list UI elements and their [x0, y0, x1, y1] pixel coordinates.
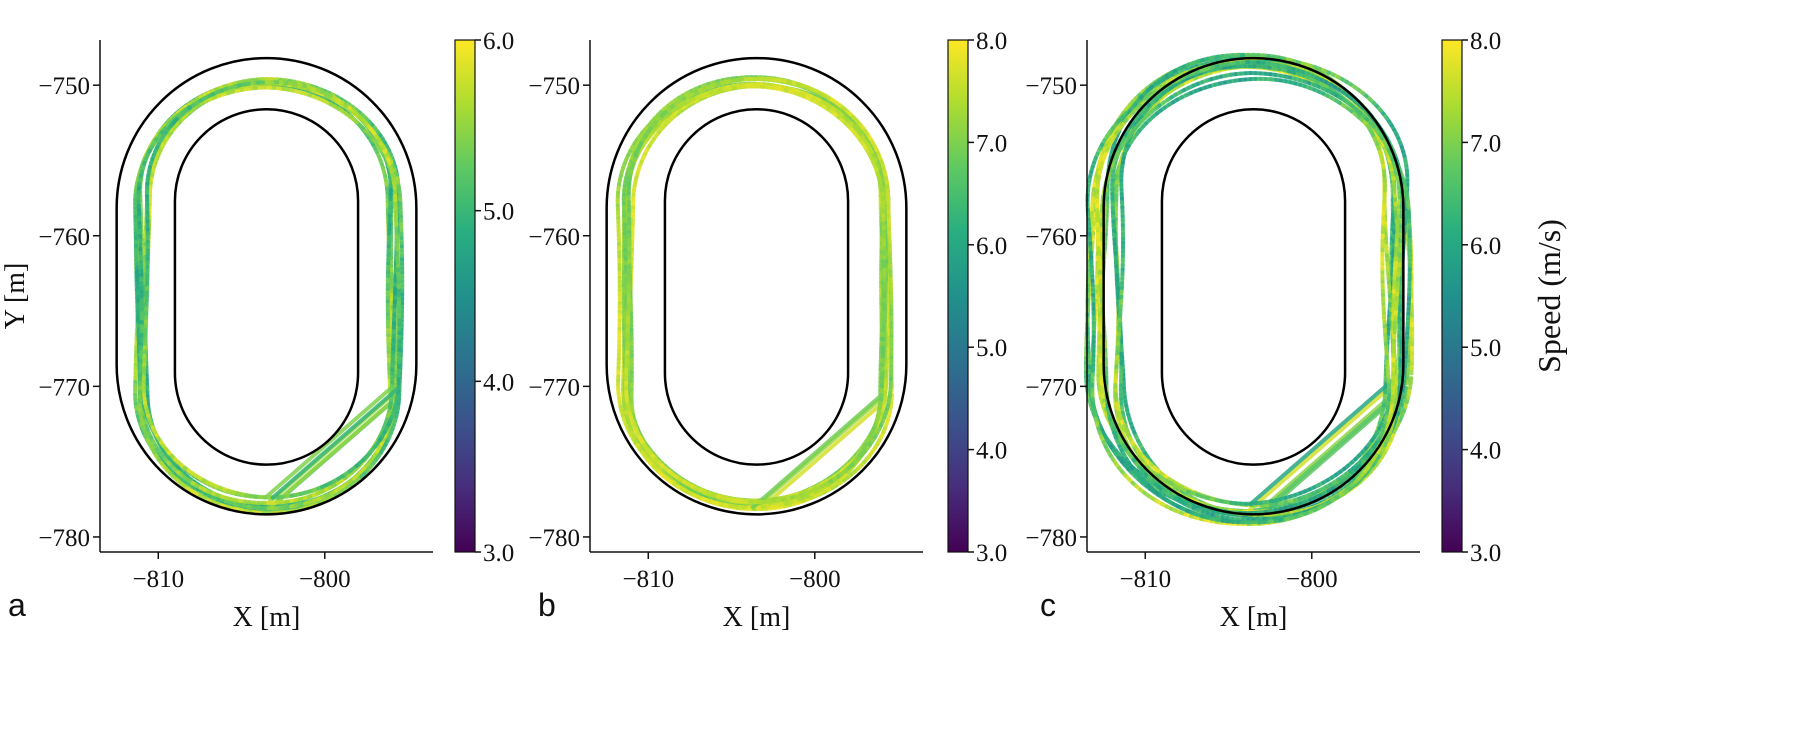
colorbar-c — [1441, 39, 1463, 553]
trajectory-c — [1083, 52, 1415, 527]
y-tick-label: −770 — [528, 374, 580, 401]
trajectory-b — [615, 75, 894, 511]
x-axis-title: X [m] — [723, 602, 791, 633]
track-inner-boundary-a — [173, 108, 360, 466]
colorbar-tick-label: 8.0 — [1470, 28, 1501, 55]
y-tick-label: −760 — [528, 224, 580, 251]
colorbar-tick-label: 7.0 — [976, 130, 1007, 157]
y-tick-label: −750 — [1025, 73, 1077, 100]
colorbar-tick-label: 6.0 — [483, 28, 514, 55]
y-tick-label: −780 — [1025, 525, 1077, 552]
colorbar-tick-label: 6.0 — [976, 233, 1007, 260]
x-tick-label: −800 — [299, 566, 351, 593]
track-inner-boundary-b — [663, 108, 850, 466]
colorbar-tick-label: 5.0 — [1470, 335, 1501, 362]
x-tick-label: −810 — [622, 566, 674, 593]
track-outer-boundary-b — [605, 56, 908, 516]
x-axis-title: X [m] — [1220, 602, 1288, 633]
colorbar-tick-label: 8.0 — [976, 28, 1007, 55]
x-tick-label: −810 — [1119, 566, 1171, 593]
colorbar-tick-label: 7.0 — [1470, 130, 1501, 157]
panel-a: −750 −760 −770 −780 −810 −800 X [m] Y [m] a 3.0 4.… — [0, 28, 514, 633]
colorbar-tick-label: 4.0 — [1470, 438, 1501, 465]
colorbar-a — [454, 39, 476, 553]
y-tick-label: −760 — [1025, 224, 1077, 251]
colorbar-b — [947, 39, 969, 553]
colorbar-tick-label: 3.0 — [483, 540, 514, 567]
colorbar-tick-label: 3.0 — [1470, 540, 1501, 567]
colorbar-tick-label: 5.0 — [976, 335, 1007, 362]
panel-label: a — [8, 587, 26, 623]
colorbar-tick-label: 4.0 — [483, 369, 514, 396]
panel-label: c — [1040, 587, 1056, 623]
colorbar-tick-label: 6.0 — [1470, 233, 1501, 260]
panel-b: −750 −760 −770 −780 −810 −800 X [m] b 3.0 4.0 5.0 6… — [528, 28, 1007, 633]
colorbar-tick-label: 4.0 — [976, 438, 1007, 465]
y-tick-label: −750 — [528, 73, 580, 100]
colorbar-tick-label: 3.0 — [976, 540, 1007, 567]
trajectory-a — [133, 76, 405, 515]
colorbar-tick-label: 5.0 — [483, 199, 514, 226]
x-axis-title: X [m] — [233, 602, 301, 633]
x-tick-label: −810 — [132, 566, 184, 593]
y-tick-label: −770 — [38, 374, 90, 401]
y-tick-label: −780 — [528, 525, 580, 552]
track-outer-boundary-c — [1102, 56, 1405, 516]
y-tick-label: −750 — [38, 73, 90, 100]
x-tick-label: −800 — [1286, 566, 1338, 593]
y-tick-label: −780 — [38, 525, 90, 552]
panel-label: b — [538, 587, 556, 623]
y-tick-label: −760 — [38, 224, 90, 251]
track-inner-boundary-c — [1160, 108, 1347, 466]
x-tick-label: −800 — [789, 566, 841, 593]
colorbar-title: Speed (m/s) — [1531, 219, 1567, 373]
y-tick-label: −770 — [1025, 374, 1077, 401]
panel-c: −750 −760 −770 −780 −810 −800 X [m] c 3.0 4.0 5.0 6… — [1025, 28, 1567, 633]
y-axis-title: Y [m] — [0, 263, 31, 330]
track-outer-boundary-a — [115, 56, 418, 516]
